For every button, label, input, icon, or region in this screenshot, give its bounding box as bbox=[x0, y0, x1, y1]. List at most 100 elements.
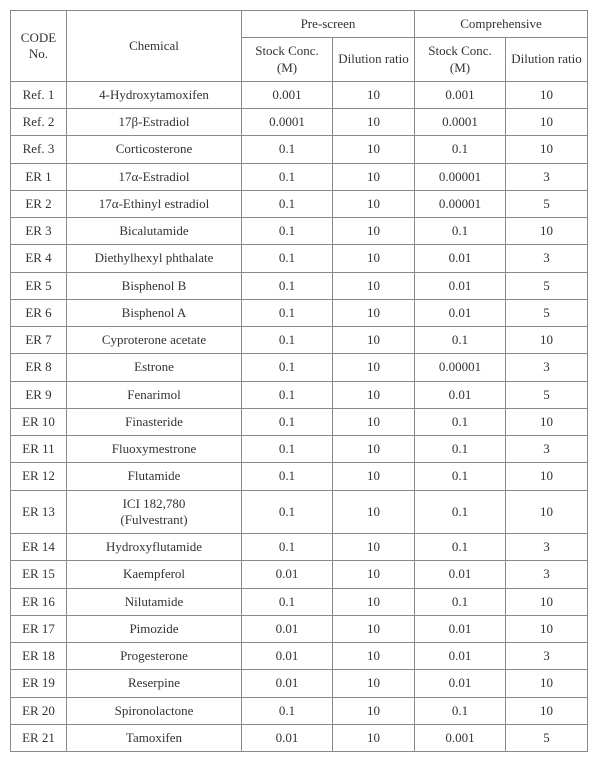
table-row: ER 7Cyproterone acetate0.1100.110 bbox=[11, 327, 588, 354]
cell-code: ER 3 bbox=[11, 218, 67, 245]
cell-chemical: Tamoxifen bbox=[67, 724, 242, 751]
table-header: CODENo. Chemical Pre-screen Comprehensiv… bbox=[11, 11, 588, 82]
header-comprehensive: Comprehensive bbox=[415, 11, 588, 38]
cell-chemical: Reserpine bbox=[67, 670, 242, 697]
cell-ps-dil: 10 bbox=[333, 272, 415, 299]
header-ps-stock: Stock Conc.(M) bbox=[242, 38, 333, 82]
header-ps-dilution: Dilution ratio bbox=[333, 38, 415, 82]
cell-c-dil: 10 bbox=[506, 408, 588, 435]
cell-chemical: Nilutamide bbox=[67, 588, 242, 615]
cell-c-dil: 10 bbox=[506, 670, 588, 697]
cell-c-stock: 0.1 bbox=[415, 463, 506, 490]
cell-c-stock: 0.01 bbox=[415, 670, 506, 697]
cell-ps-dil: 10 bbox=[333, 163, 415, 190]
cell-code: ER 17 bbox=[11, 615, 67, 642]
cell-ps-stock: 0.1 bbox=[242, 534, 333, 561]
cell-c-dil: 5 bbox=[506, 724, 588, 751]
cell-code: ER 10 bbox=[11, 408, 67, 435]
table-row: ER 3Bicalutamide0.1100.110 bbox=[11, 218, 588, 245]
cell-c-dil: 3 bbox=[506, 534, 588, 561]
cell-chemical: Diethylhexyl phthalate bbox=[67, 245, 242, 272]
cell-chemical: Bicalutamide bbox=[67, 218, 242, 245]
cell-c-stock: 0.00001 bbox=[415, 190, 506, 217]
cell-code: ER 13 bbox=[11, 490, 67, 534]
table-row: ER 18Progesterone0.01100.013 bbox=[11, 643, 588, 670]
cell-c-dil: 5 bbox=[506, 381, 588, 408]
cell-ps-dil: 10 bbox=[333, 615, 415, 642]
cell-c-stock: 0.01 bbox=[415, 561, 506, 588]
cell-chemical: 17α-Ethinyl estradiol bbox=[67, 190, 242, 217]
cell-code: ER 12 bbox=[11, 463, 67, 490]
table-row: ER 5Bisphenol B0.1100.015 bbox=[11, 272, 588, 299]
table-row: ER 13ICI 182,780(Fulvestrant)0.1100.110 bbox=[11, 490, 588, 534]
table-row: ER 20Spironolactone0.1100.110 bbox=[11, 697, 588, 724]
cell-ps-dil: 10 bbox=[333, 643, 415, 670]
cell-c-stock: 0.1 bbox=[415, 436, 506, 463]
cell-code: ER 15 bbox=[11, 561, 67, 588]
header-code: CODENo. bbox=[11, 11, 67, 82]
cell-chemical: Estrone bbox=[67, 354, 242, 381]
table-row: ER 21Tamoxifen0.01100.0015 bbox=[11, 724, 588, 751]
chemical-table: CODENo. Chemical Pre-screen Comprehensiv… bbox=[10, 10, 588, 752]
table-row: ER 16Nilutamide0.1100.110 bbox=[11, 588, 588, 615]
cell-c-dil: 3 bbox=[506, 436, 588, 463]
table-row: ER 117α-Estradiol0.1100.000013 bbox=[11, 163, 588, 190]
cell-ps-stock: 0.01 bbox=[242, 643, 333, 670]
cell-ps-dil: 10 bbox=[333, 81, 415, 108]
header-c-stock: Stock Conc.(M) bbox=[415, 38, 506, 82]
cell-c-stock: 0.00001 bbox=[415, 354, 506, 381]
cell-ps-stock: 0.1 bbox=[242, 245, 333, 272]
cell-ps-stock: 0.1 bbox=[242, 381, 333, 408]
cell-c-stock: 0.01 bbox=[415, 643, 506, 670]
cell-c-dil: 3 bbox=[506, 643, 588, 670]
cell-c-dil: 10 bbox=[506, 697, 588, 724]
cell-c-dil: 5 bbox=[506, 299, 588, 326]
cell-ps-stock: 0.1 bbox=[242, 327, 333, 354]
cell-c-dil: 10 bbox=[506, 463, 588, 490]
cell-ps-dil: 10 bbox=[333, 245, 415, 272]
cell-ps-stock: 0.1 bbox=[242, 588, 333, 615]
cell-ps-stock: 0.1 bbox=[242, 408, 333, 435]
cell-code: ER 5 bbox=[11, 272, 67, 299]
cell-code: ER 2 bbox=[11, 190, 67, 217]
cell-code: ER 8 bbox=[11, 354, 67, 381]
cell-ps-dil: 10 bbox=[333, 588, 415, 615]
cell-c-stock: 0.1 bbox=[415, 697, 506, 724]
cell-ps-dil: 10 bbox=[333, 561, 415, 588]
cell-code: ER 7 bbox=[11, 327, 67, 354]
header-chemical: Chemical bbox=[67, 11, 242, 82]
cell-code: ER 21 bbox=[11, 724, 67, 751]
cell-chemical: Corticosterone bbox=[67, 136, 242, 163]
cell-c-stock: 0.1 bbox=[415, 490, 506, 534]
table-row: ER 217α-Ethinyl estradiol0.1100.000015 bbox=[11, 190, 588, 217]
cell-code: Ref. 3 bbox=[11, 136, 67, 163]
cell-ps-dil: 10 bbox=[333, 490, 415, 534]
cell-chemical: Fenarimol bbox=[67, 381, 242, 408]
table-row: ER 19Reserpine0.01100.0110 bbox=[11, 670, 588, 697]
cell-c-dil: 10 bbox=[506, 109, 588, 136]
cell-ps-dil: 10 bbox=[333, 190, 415, 217]
cell-c-dil: 3 bbox=[506, 354, 588, 381]
cell-chemical: Bisphenol A bbox=[67, 299, 242, 326]
cell-ps-stock: 0.1 bbox=[242, 218, 333, 245]
table-row: ER 12Flutamide0.1100.110 bbox=[11, 463, 588, 490]
cell-c-dil: 10 bbox=[506, 136, 588, 163]
cell-chemical: Spironolactone bbox=[67, 697, 242, 724]
cell-ps-dil: 10 bbox=[333, 534, 415, 561]
cell-c-dil: 10 bbox=[506, 490, 588, 534]
table-row: ER 10Finasteride0.1100.110 bbox=[11, 408, 588, 435]
cell-c-dil: 3 bbox=[506, 245, 588, 272]
cell-chemical: Finasteride bbox=[67, 408, 242, 435]
cell-code: ER 20 bbox=[11, 697, 67, 724]
cell-ps-dil: 10 bbox=[333, 218, 415, 245]
cell-code: ER 6 bbox=[11, 299, 67, 326]
cell-c-dil: 5 bbox=[506, 272, 588, 299]
cell-ps-stock: 0.1 bbox=[242, 436, 333, 463]
cell-c-stock: 0.1 bbox=[415, 588, 506, 615]
header-c-dilution: Dilution ratio bbox=[506, 38, 588, 82]
cell-ps-dil: 10 bbox=[333, 354, 415, 381]
cell-c-stock: 0.001 bbox=[415, 81, 506, 108]
cell-ps-dil: 10 bbox=[333, 299, 415, 326]
table-row: ER 14Hydroxyflutamide0.1100.13 bbox=[11, 534, 588, 561]
cell-chemical: 17α-Estradiol bbox=[67, 163, 242, 190]
